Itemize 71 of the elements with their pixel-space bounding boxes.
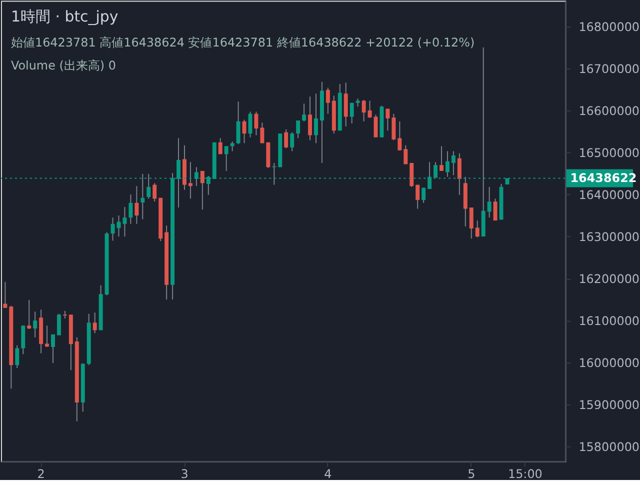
candlestick bbox=[290, 132, 294, 152]
candlestick bbox=[440, 146, 444, 172]
candlestick bbox=[224, 146, 228, 172]
annotation: Volume (出来高) 0 bbox=[10, 58, 116, 73]
candlestick bbox=[302, 103, 306, 122]
y-tick-label: 16100000 bbox=[578, 314, 640, 328]
candlestick bbox=[451, 150, 456, 176]
candlestick bbox=[344, 82, 348, 127]
candlestick bbox=[27, 299, 32, 330]
y-tick-label: 16800000 bbox=[578, 20, 640, 34]
candlestick bbox=[469, 206, 474, 240]
candlestick bbox=[350, 102, 354, 124]
candlestick bbox=[188, 162, 192, 200]
candlestick bbox=[134, 186, 139, 224]
y-tick-label: 16300000 bbox=[578, 230, 640, 244]
candlestick bbox=[92, 312, 97, 334]
candlestick bbox=[56, 313, 61, 336]
x-tick-label: 15:00 bbox=[508, 466, 542, 481]
candlestick bbox=[51, 334, 55, 364]
candlestick bbox=[296, 120, 300, 139]
candlestick bbox=[374, 114, 378, 138]
y-tick-label: 16700000 bbox=[578, 62, 640, 76]
x-tick-label: 2 bbox=[37, 466, 45, 481]
candlestick bbox=[422, 187, 426, 204]
candlestick bbox=[368, 100, 372, 118]
candlestick bbox=[386, 108, 390, 132]
y-tick-label: 16600000 bbox=[578, 104, 640, 118]
candlestick bbox=[242, 119, 246, 144]
x-tick-label: 5 bbox=[468, 466, 476, 481]
candlestick bbox=[248, 111, 252, 138]
candlestick bbox=[45, 325, 50, 348]
candlestick bbox=[284, 128, 288, 149]
candlestick bbox=[457, 152, 462, 196]
candlestick bbox=[254, 111, 258, 136]
candlestick bbox=[33, 311, 38, 338]
y-tick-label: 15800000 bbox=[578, 440, 640, 454]
y-tick-label: 16000000 bbox=[578, 356, 640, 370]
candlestick bbox=[410, 162, 414, 188]
y-tick-label: 16500000 bbox=[578, 146, 640, 160]
candlestick bbox=[493, 198, 498, 222]
candlestick bbox=[398, 120, 402, 151]
y-tick-label: 16400000 bbox=[578, 188, 640, 202]
candlestick bbox=[487, 186, 492, 218]
candlestick bbox=[314, 93, 318, 144]
candlestick bbox=[218, 138, 222, 155]
candlestick bbox=[308, 96, 312, 141]
x-tick-label: 3 bbox=[180, 466, 188, 481]
candlestick bbox=[404, 144, 408, 165]
candlestick bbox=[260, 122, 264, 144]
candlestick bbox=[475, 220, 480, 238]
ref-line-label: 16438622 bbox=[570, 171, 637, 186]
y-tick-label: 15900000 bbox=[578, 398, 640, 412]
candlestick bbox=[236, 101, 240, 145]
candlestick bbox=[152, 182, 157, 202]
y-tick-label: 16200000 bbox=[578, 272, 640, 286]
candlestick bbox=[3, 281, 8, 308]
candlestick bbox=[230, 141, 234, 152]
candlestick bbox=[128, 194, 133, 224]
candlestick bbox=[200, 170, 204, 210]
candlestick bbox=[110, 217, 115, 242]
candlestick bbox=[15, 344, 20, 369]
candlestick bbox=[445, 150, 450, 178]
candlestick bbox=[416, 184, 420, 210]
candlestick bbox=[392, 113, 396, 141]
candlestick bbox=[21, 325, 26, 355]
candlestick bbox=[362, 99, 366, 122]
x-tick-label: 4 bbox=[324, 466, 332, 481]
text: 1時間 · btc_jpy bbox=[10, 8, 118, 26]
candlestick bbox=[122, 206, 127, 237]
annotation: 始値16423781 高値16438624 安値16423781 終値16438622 +20122 (+0.12%) bbox=[10, 36, 475, 50]
candlestick bbox=[326, 87, 330, 114]
